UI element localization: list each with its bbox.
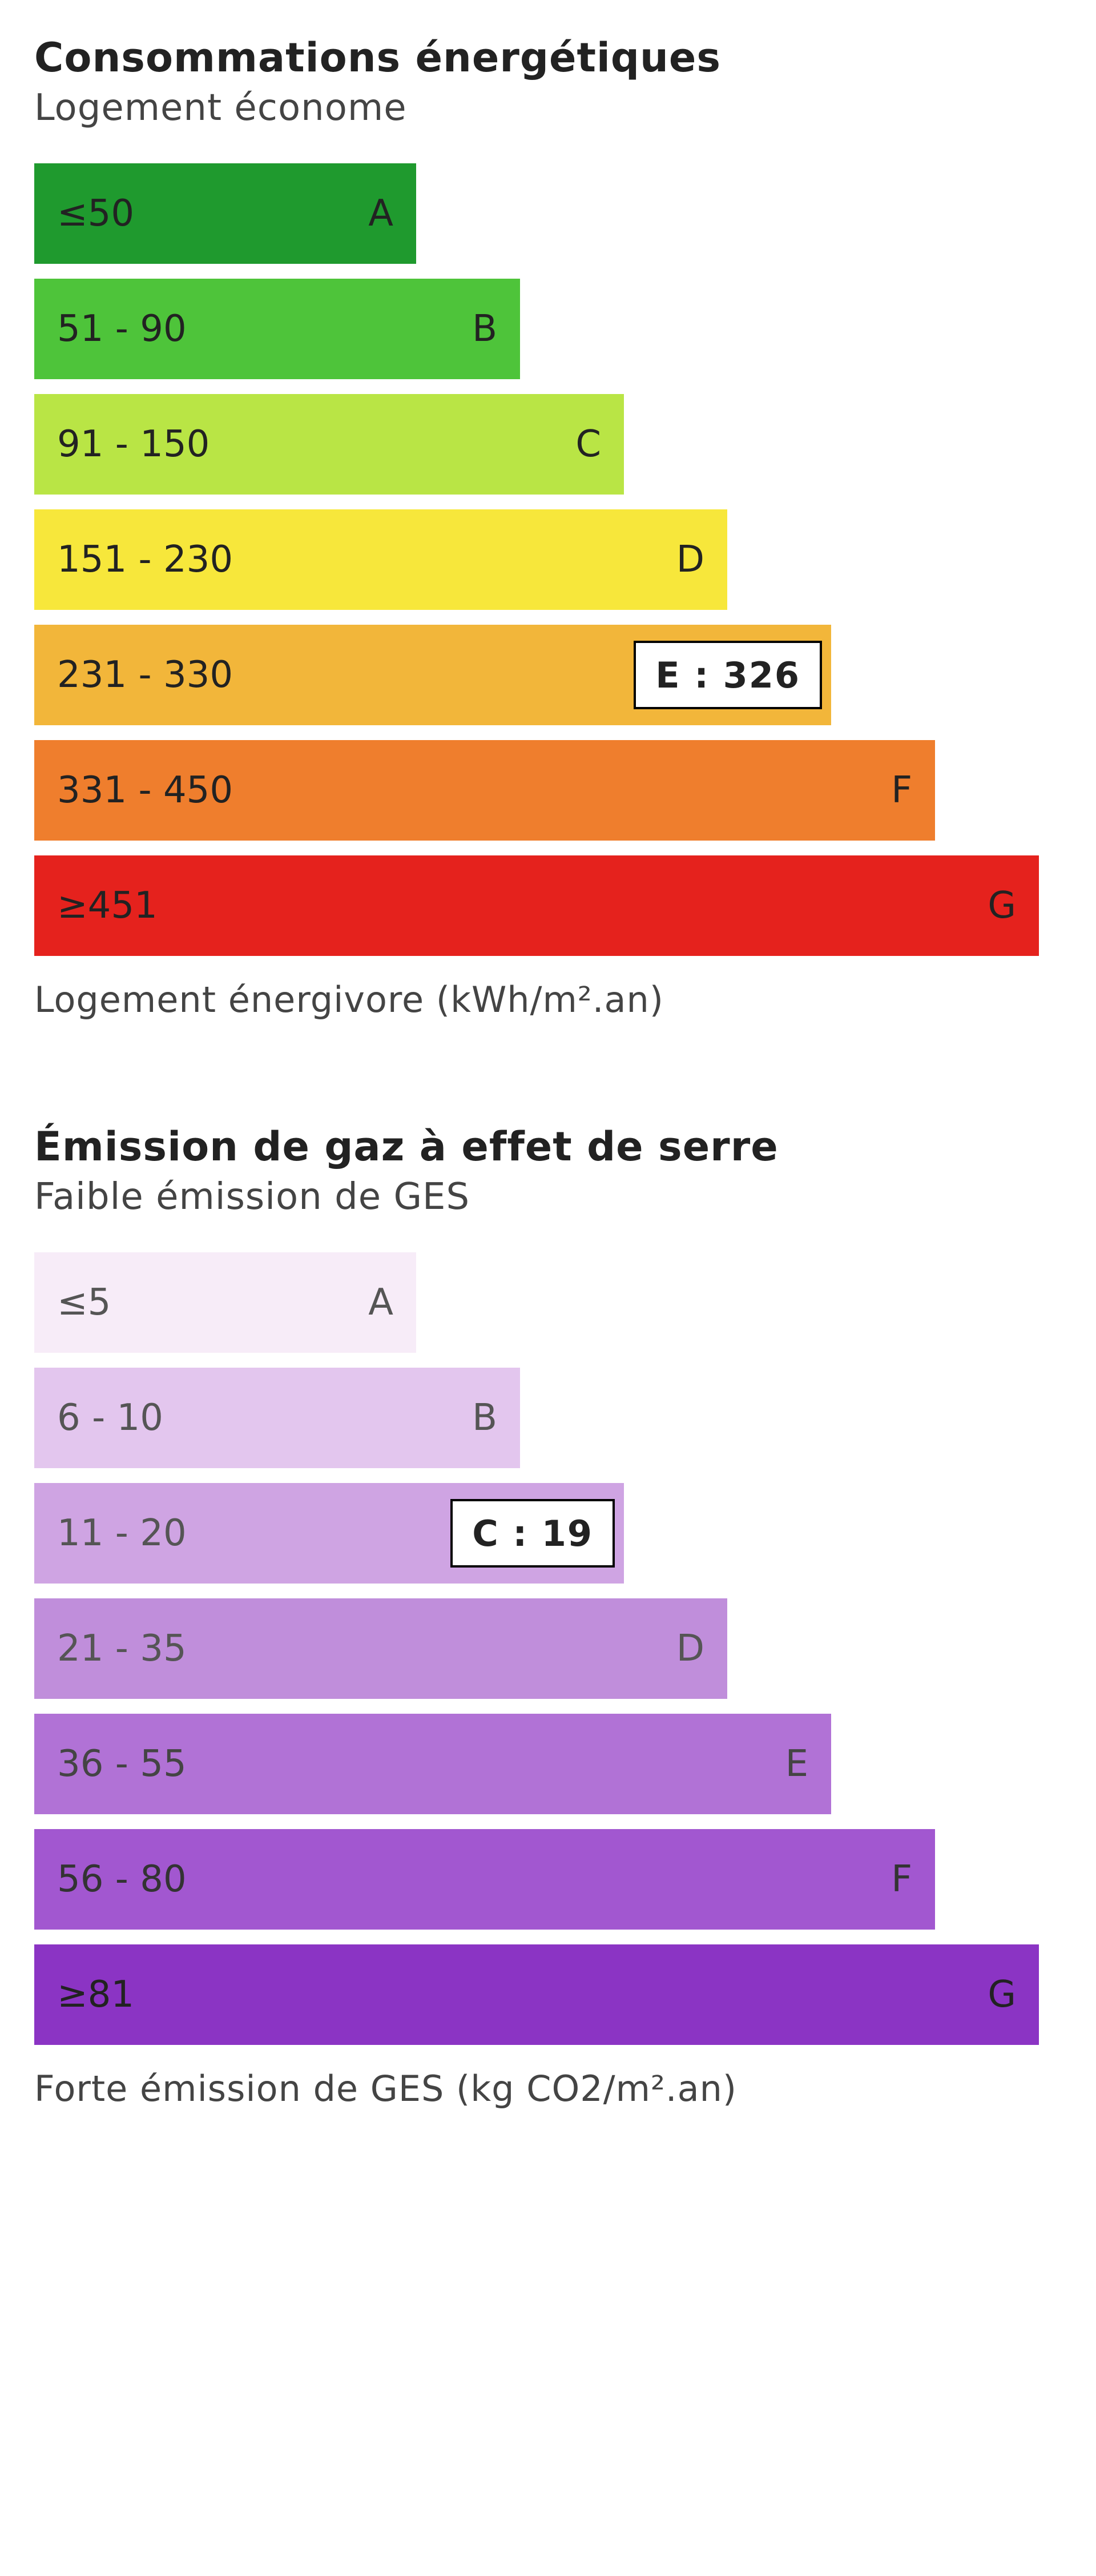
energy-bar-G-letter: G xyxy=(988,885,1016,927)
ges-bar-B-range: 6 - 10 xyxy=(57,1397,163,1439)
energy-bar-C-range: 91 - 150 xyxy=(57,423,209,465)
energy-title: Consommations énergétiques xyxy=(34,34,1062,81)
energy-chart: Consommations énergétiques Logement écono… xyxy=(34,34,1062,1020)
ges-footer: Forte émission de GES (kg CO2/m².an) xyxy=(34,2068,1062,2109)
ges-bar-A-letter: A xyxy=(368,1281,393,1324)
ges-bar-E: 36 - 55 E xyxy=(34,1714,831,1814)
ges-bar-G-range: ≥81 xyxy=(57,1974,134,2016)
energy-bar-C-letter: C xyxy=(575,423,601,465)
energy-footer: Logement énergivore (kWh/m².an) xyxy=(34,979,1062,1020)
energy-bar-A-range: ≤50 xyxy=(57,192,134,235)
energy-bar-B-range: 51 - 90 xyxy=(57,308,187,350)
energy-bar-G: ≥451 G xyxy=(34,855,1039,956)
ges-bar-B-letter: B xyxy=(472,1397,497,1439)
energy-bar-D: 151 - 230 D xyxy=(34,509,727,610)
energy-bar-F-letter: F xyxy=(891,769,912,811)
energy-bar-D-letter: D xyxy=(676,538,704,581)
ges-bar-F: 56 - 80 F xyxy=(34,1829,935,1930)
ges-bar-C-range: 11 - 20 xyxy=(57,1512,187,1554)
ges-bar-G-letter: G xyxy=(988,1974,1016,2016)
energy-bar-A: ≤50 A xyxy=(34,163,416,264)
ges-bar-D-letter: D xyxy=(676,1627,704,1670)
ges-bar-D-range: 21 - 35 xyxy=(57,1627,187,1670)
ges-subtitle: Faible émission de GES xyxy=(34,1176,1062,1218)
ges-bars: ≤5 A 6 - 10 B 11 - 20 C : 19 21 - 35 D 36 - 55 E 5… xyxy=(34,1252,1062,2045)
energy-subtitle: Logement économe xyxy=(34,87,1062,129)
ges-bar-A: ≤5 A xyxy=(34,1252,416,1353)
ges-chart: Émission de gaz à effet de serre Faible é… xyxy=(34,1123,1062,2109)
ges-bar-E-letter: E xyxy=(785,1743,808,1785)
energy-bar-F-range: 331 - 450 xyxy=(57,769,233,811)
ges-bar-D: 21 - 35 D xyxy=(34,1598,727,1699)
energy-bar-C: 91 - 150 C xyxy=(34,394,624,495)
energy-bar-E: 231 - 330 E : 326 xyxy=(34,625,831,725)
energy-selected-badge: E : 326 xyxy=(634,641,822,709)
ges-selected-badge: C : 19 xyxy=(450,1499,615,1568)
ges-title: Émission de gaz à effet de serre xyxy=(34,1123,1062,1170)
energy-bar-G-range: ≥451 xyxy=(57,885,158,927)
ges-bar-E-range: 36 - 55 xyxy=(57,1743,187,1785)
ges-bar-B: 6 - 10 B xyxy=(34,1368,520,1468)
energy-bar-D-range: 151 - 230 xyxy=(57,538,233,581)
ges-bar-A-range: ≤5 xyxy=(57,1281,111,1324)
energy-bar-A-letter: A xyxy=(368,192,393,235)
energy-bar-E-range: 231 - 330 xyxy=(57,654,233,696)
charts-root: Consommations énergétiques Logement écono… xyxy=(34,34,1062,2109)
energy-bars: ≤50 A 51 - 90 B 91 - 150 C 151 - 230 D 231 - 330… xyxy=(34,163,1062,956)
ges-bar-F-range: 56 - 80 xyxy=(57,1858,187,1900)
energy-bar-B-letter: B xyxy=(472,308,497,350)
energy-bar-F: 331 - 450 F xyxy=(34,740,935,841)
ges-bar-G: ≥81 G xyxy=(34,1944,1039,2045)
ges-bar-C: 11 - 20 C : 19 xyxy=(34,1483,624,1584)
ges-bar-F-letter: F xyxy=(891,1858,912,1900)
energy-bar-B: 51 - 90 B xyxy=(34,279,520,379)
